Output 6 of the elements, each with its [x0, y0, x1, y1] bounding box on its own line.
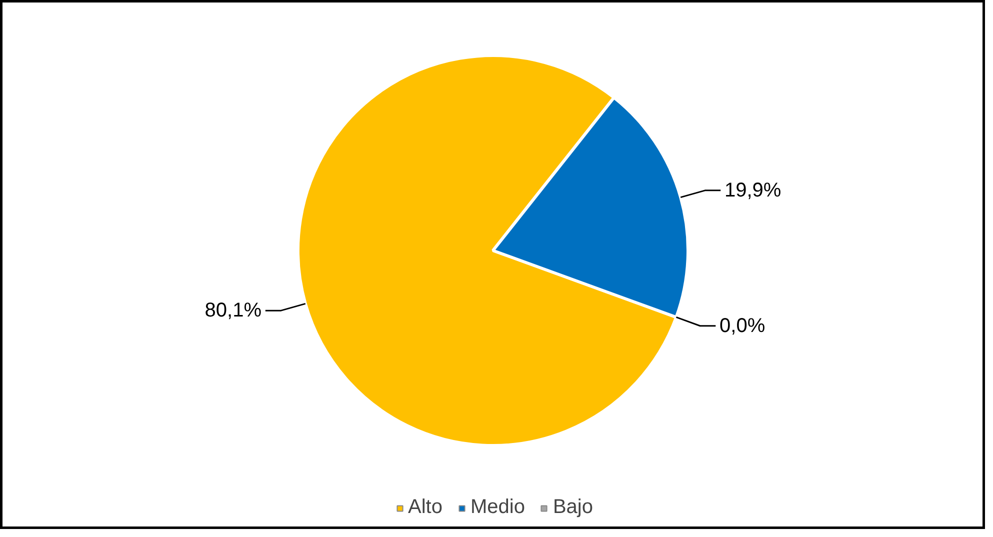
legend-label: Alto: [408, 496, 442, 519]
legend-label: Bajo: [552, 496, 593, 519]
legend-label: Medio: [470, 496, 525, 519]
data-label: 19,9%: [724, 179, 782, 202]
data-label: 80,1%: [204, 300, 262, 322]
text: 0,0%: [720, 314, 766, 337]
